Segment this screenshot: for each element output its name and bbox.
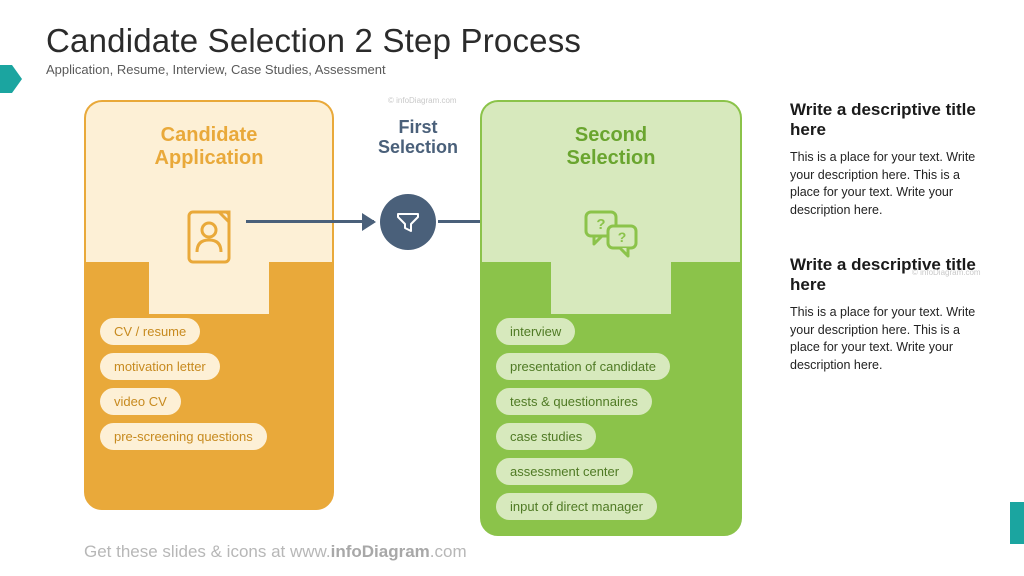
card-b-icon-bubble: ? ?: [551, 194, 671, 314]
side-body: This is a place for your text. Write you…: [790, 304, 988, 374]
pill-item: tests & questionnaires: [496, 388, 652, 415]
card-a-title-l1: Candidate: [161, 124, 258, 146]
pill-item: pre-screening questions: [100, 423, 267, 450]
pill-item: assessment center: [496, 458, 633, 485]
card-a-title: Candidate Application: [86, 124, 332, 170]
card-a-header: Candidate Application: [86, 102, 332, 262]
funnel-icon: [394, 208, 422, 236]
pill-item: input of direct manager: [496, 493, 657, 520]
footer-credit: Get these slides & icons at www.infoDiag…: [84, 542, 467, 562]
side-block: Write a descriptive title here This is a …: [790, 100, 988, 219]
card-b-title: Second Selection: [482, 124, 740, 170]
side-text-column: Write a descriptive title here This is a …: [790, 100, 988, 410]
svg-text:?: ?: [596, 216, 605, 233]
resume-icon: [183, 208, 235, 266]
page-subtitle: Application, Resume, Interview, Case Stu…: [46, 62, 1024, 77]
card-a-title-l2: Application: [155, 147, 264, 169]
card-b-title-l2: Selection: [567, 147, 656, 169]
diagram-canvas: Candidate Application CV / resume motivat…: [0, 100, 1024, 540]
pill-item: video CV: [100, 388, 181, 415]
pill-item: case studies: [496, 423, 596, 450]
side-title: Write a descriptive title here: [790, 100, 988, 139]
chat-question-icon: ? ?: [580, 208, 642, 264]
accent-left-marker: [0, 65, 12, 93]
card-candidate-application: Candidate Application CV / resume motivat…: [84, 100, 334, 510]
card-b-header: Second Selection ? ?: [482, 102, 740, 262]
funnel-circle: [380, 194, 436, 250]
pill-item: presentation of candidate: [496, 353, 670, 380]
mid-label-l2: Selection: [378, 137, 458, 157]
arrow-1: [246, 220, 374, 223]
watermark-1: © infoDiagram.com: [388, 96, 457, 105]
pill-item: motivation letter: [100, 353, 220, 380]
card-b-title-l1: Second: [575, 124, 647, 146]
card-a-icon-bubble: [149, 194, 269, 314]
side-body: This is a place for your text. Write you…: [790, 149, 988, 219]
footer-prefix: Get these slides & icons at www.: [84, 542, 331, 561]
svg-text:?: ?: [618, 229, 627, 245]
watermark-2: © infoDiagram.com: [912, 268, 981, 277]
page-title: Candidate Selection 2 Step Process: [46, 22, 1024, 60]
mid-label-l1: First: [398, 117, 437, 137]
header: Candidate Selection 2 Step Process Appli…: [0, 0, 1024, 77]
footer-bold: infoDiagram: [331, 542, 430, 561]
footer-suffix: .com: [430, 542, 467, 561]
mid-label: First Selection: [368, 118, 468, 158]
pill-item: CV / resume: [100, 318, 200, 345]
pill-item: interview: [496, 318, 575, 345]
card-second-selection: Second Selection ? ? interview presentati…: [480, 100, 742, 536]
